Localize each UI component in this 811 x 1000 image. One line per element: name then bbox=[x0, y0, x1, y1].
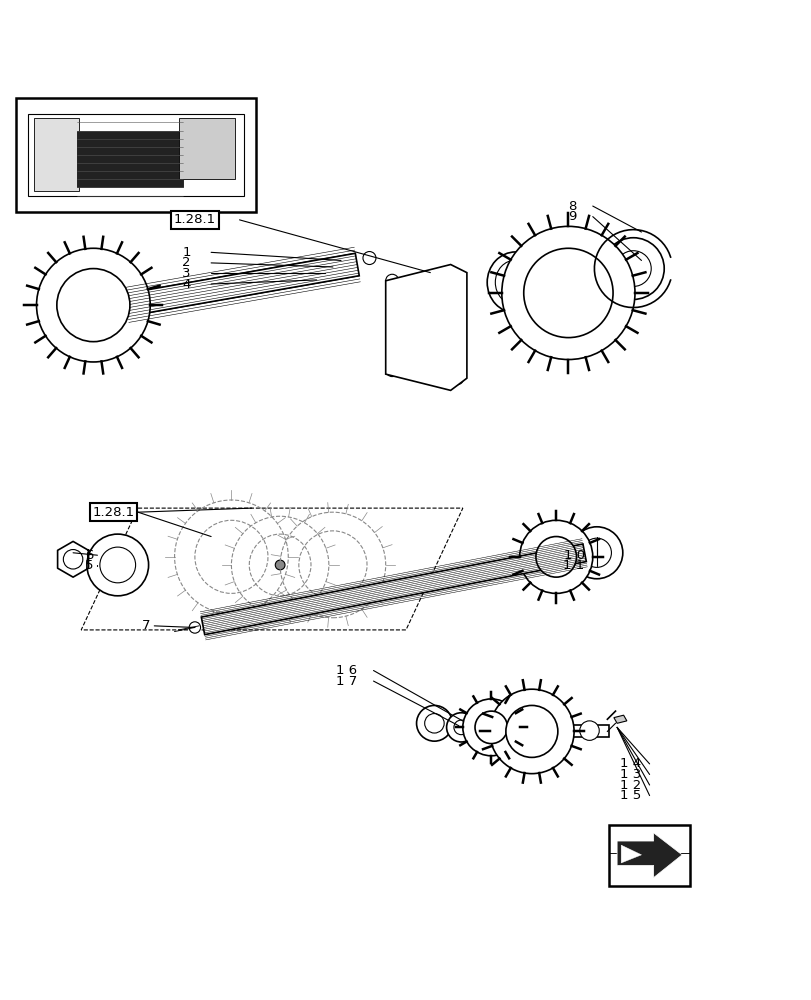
Circle shape bbox=[450, 372, 463, 385]
Polygon shape bbox=[201, 544, 586, 635]
Text: 7: 7 bbox=[142, 619, 150, 632]
Circle shape bbox=[424, 714, 444, 733]
Text: 1 3: 1 3 bbox=[620, 768, 641, 781]
Ellipse shape bbox=[487, 252, 543, 313]
Circle shape bbox=[545, 270, 590, 316]
Circle shape bbox=[57, 269, 130, 342]
Text: 1 0: 1 0 bbox=[563, 549, 584, 562]
Text: 4: 4 bbox=[182, 278, 191, 291]
Text: 1.28.1: 1.28.1 bbox=[174, 213, 216, 226]
Circle shape bbox=[453, 720, 468, 735]
Bar bbox=[28, 114, 243, 196]
Circle shape bbox=[579, 721, 599, 740]
Circle shape bbox=[519, 520, 592, 593]
Circle shape bbox=[63, 550, 83, 569]
Text: 1 6: 1 6 bbox=[336, 664, 357, 677]
Text: 8: 8 bbox=[568, 200, 576, 213]
Polygon shape bbox=[620, 845, 641, 863]
Text: 2: 2 bbox=[182, 256, 191, 269]
Circle shape bbox=[615, 251, 650, 286]
Text: 1 1: 1 1 bbox=[563, 559, 584, 572]
Circle shape bbox=[385, 274, 398, 287]
Ellipse shape bbox=[396, 316, 448, 350]
Polygon shape bbox=[385, 265, 466, 390]
Circle shape bbox=[581, 538, 611, 567]
Polygon shape bbox=[124, 253, 358, 316]
Bar bbox=[34, 118, 79, 191]
Circle shape bbox=[363, 252, 375, 265]
Bar bbox=[77, 131, 182, 187]
Text: 6: 6 bbox=[85, 549, 93, 562]
Circle shape bbox=[570, 527, 622, 579]
Circle shape bbox=[535, 537, 576, 577]
Text: 1.28.1: 1.28.1 bbox=[92, 506, 135, 519]
Circle shape bbox=[385, 364, 398, 377]
Ellipse shape bbox=[495, 260, 535, 305]
Bar bbox=[608, 825, 689, 886]
Circle shape bbox=[87, 534, 148, 596]
Circle shape bbox=[501, 226, 634, 360]
Text: 9: 9 bbox=[568, 210, 576, 223]
Circle shape bbox=[518, 718, 544, 744]
Circle shape bbox=[489, 689, 573, 774]
Circle shape bbox=[73, 285, 114, 325]
Bar bbox=[16, 98, 255, 212]
Circle shape bbox=[523, 248, 612, 338]
Circle shape bbox=[602, 238, 663, 299]
Text: 5: 5 bbox=[85, 559, 93, 572]
Polygon shape bbox=[616, 833, 681, 878]
Bar bbox=[178, 118, 235, 179]
Text: 1 5: 1 5 bbox=[620, 789, 641, 802]
Bar bbox=[568, 725, 608, 737]
Ellipse shape bbox=[504, 271, 526, 294]
Circle shape bbox=[505, 705, 557, 757]
Text: 1 7: 1 7 bbox=[336, 675, 357, 688]
Circle shape bbox=[100, 547, 135, 583]
Circle shape bbox=[36, 248, 150, 362]
Text: 1 4: 1 4 bbox=[620, 757, 641, 770]
Circle shape bbox=[275, 560, 285, 570]
Circle shape bbox=[189, 622, 200, 633]
Text: 1: 1 bbox=[182, 246, 191, 259]
Text: 1 2: 1 2 bbox=[620, 779, 641, 792]
Text: 3: 3 bbox=[182, 267, 191, 280]
Circle shape bbox=[450, 270, 463, 283]
Circle shape bbox=[416, 705, 452, 741]
Circle shape bbox=[462, 699, 519, 756]
Circle shape bbox=[474, 711, 507, 744]
Ellipse shape bbox=[396, 275, 448, 309]
Polygon shape bbox=[613, 715, 626, 723]
Circle shape bbox=[446, 713, 475, 742]
